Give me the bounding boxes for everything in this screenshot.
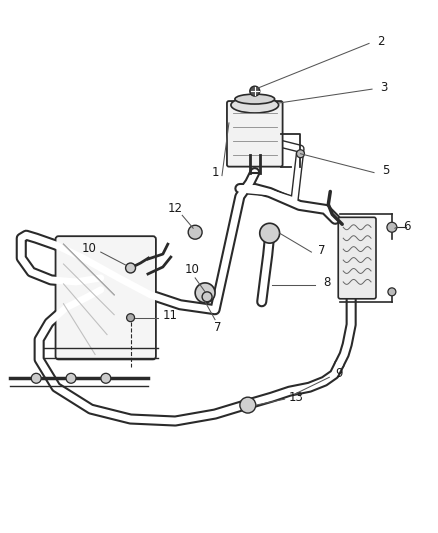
Circle shape (188, 225, 202, 239)
FancyBboxPatch shape (56, 236, 156, 359)
Circle shape (195, 283, 215, 303)
Text: 2: 2 (377, 35, 385, 48)
FancyBboxPatch shape (227, 101, 283, 167)
Circle shape (240, 397, 256, 413)
Circle shape (31, 373, 41, 383)
Text: 13: 13 (289, 391, 304, 403)
Text: 9: 9 (336, 367, 343, 380)
Circle shape (297, 150, 304, 158)
Circle shape (388, 288, 396, 296)
Text: 8: 8 (324, 277, 331, 289)
Text: 3: 3 (380, 80, 388, 94)
Text: 10: 10 (81, 241, 96, 255)
Circle shape (202, 292, 212, 302)
Text: 11: 11 (163, 309, 178, 322)
Ellipse shape (235, 94, 275, 104)
Circle shape (387, 222, 397, 232)
Text: 6: 6 (403, 220, 410, 233)
Ellipse shape (231, 97, 279, 113)
Text: 10: 10 (185, 263, 200, 277)
Text: 7: 7 (318, 244, 325, 256)
Text: 1: 1 (211, 166, 219, 179)
Text: 12: 12 (168, 202, 183, 215)
Circle shape (250, 86, 260, 96)
Text: 7: 7 (214, 321, 222, 334)
Circle shape (126, 263, 135, 273)
Circle shape (66, 373, 76, 383)
FancyBboxPatch shape (338, 217, 376, 299)
Circle shape (101, 373, 111, 383)
Circle shape (127, 314, 134, 321)
Text: 5: 5 (382, 164, 390, 177)
Circle shape (260, 223, 279, 243)
